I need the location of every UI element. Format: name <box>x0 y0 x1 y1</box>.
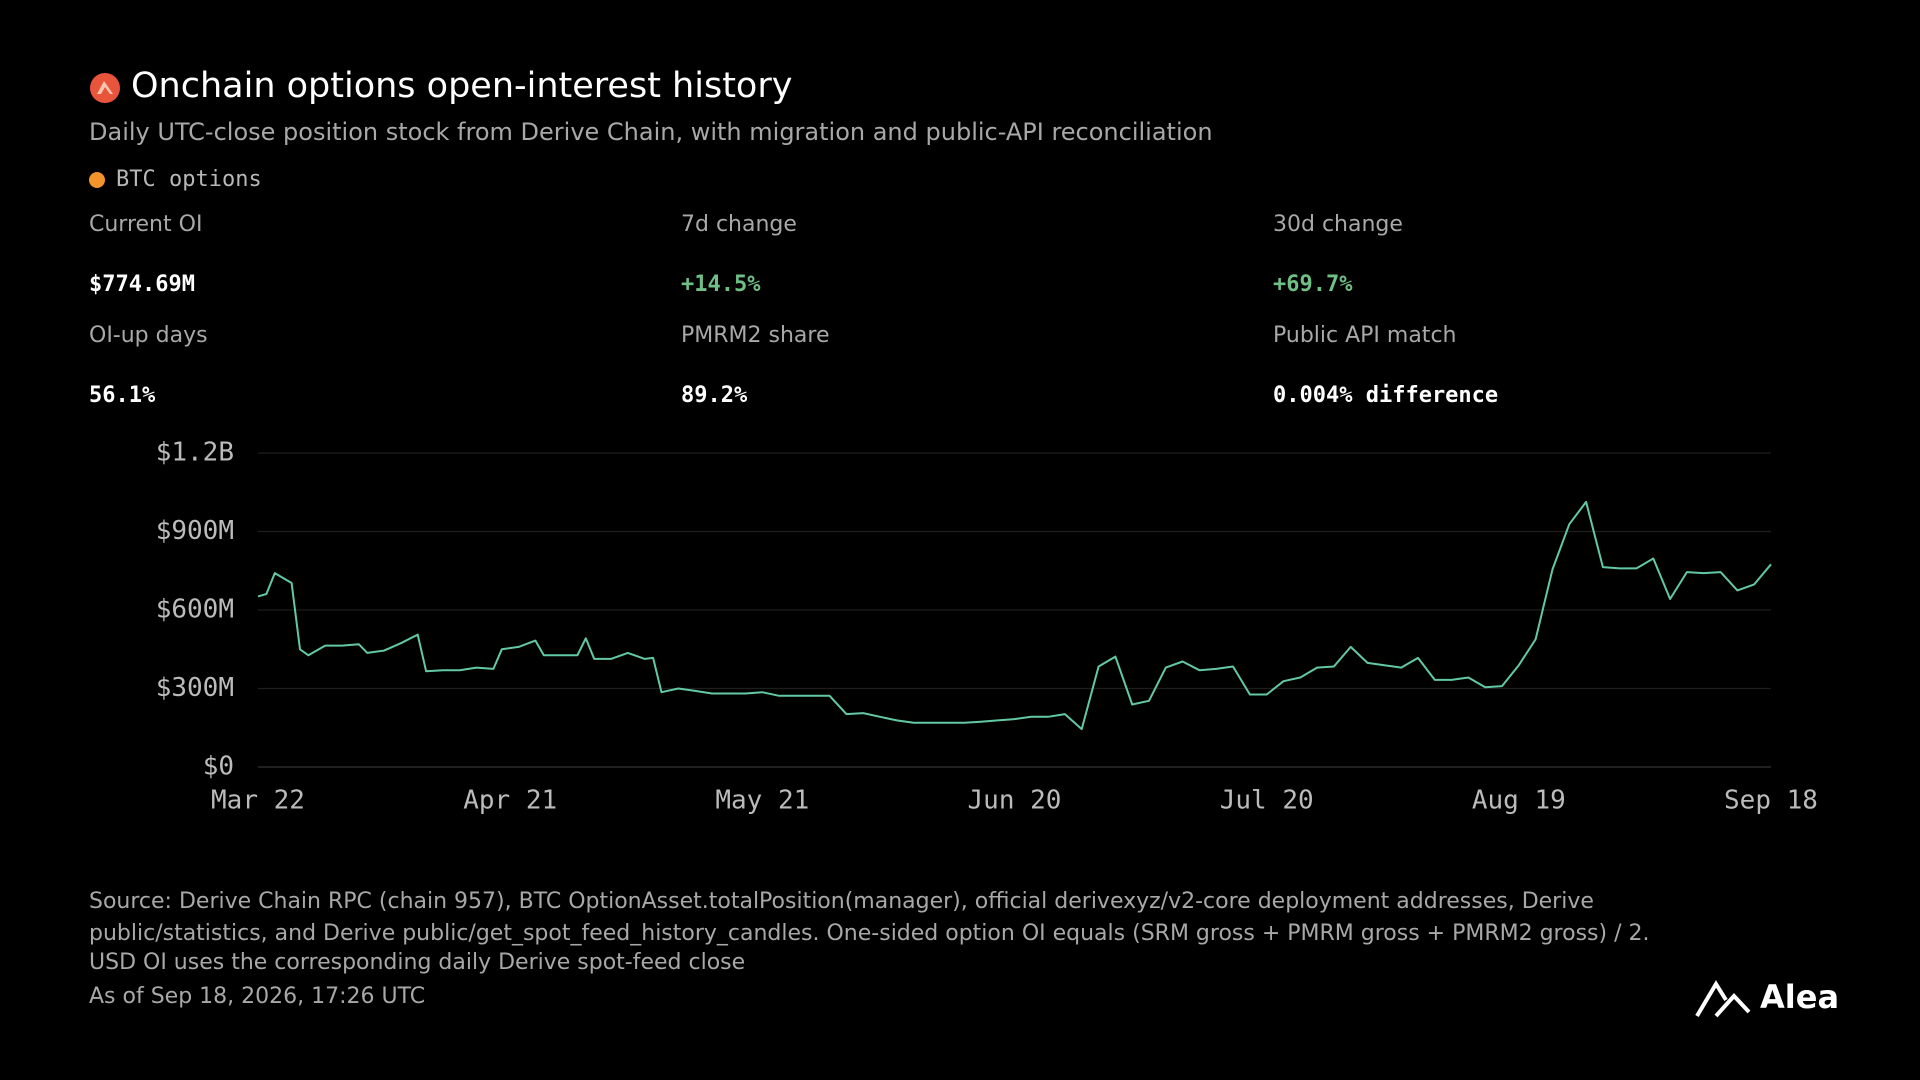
chart: $0 $300M $600M $900M $1.2B Mar 22 Apr 21 May 21… <box>156 438 1818 816</box>
as-of: As of Sep 18, 2026, 17:26 UTC <box>89 984 426 1009</box>
note: USD OI uses the corresponding daily Deri… <box>89 950 746 975</box>
x-tick-label: Aug 19 <box>1472 786 1566 816</box>
stat-label: PMRM2 share <box>681 323 830 348</box>
title: Onchain options open-interest history <box>131 66 793 106</box>
stat-value: 56.1% <box>89 383 156 408</box>
line <box>257 500 1772 731</box>
x-tick-label: Mar 22 <box>211 786 305 816</box>
x-tick-label: Apr 21 <box>463 786 557 816</box>
stat-value: 0.004% difference <box>1273 383 1499 408</box>
source: Source: Derive Chain RPC (chain 957), BT… <box>89 889 1650 946</box>
stat-label: Public API match <box>1273 323 1457 348</box>
x-tick-label: Jul 20 <box>1220 786 1314 816</box>
stat-label: 7d change <box>681 212 797 237</box>
stat-label: 30d change <box>1273 212 1403 237</box>
stat-value: +69.7% <box>1273 272 1353 297</box>
x-tick-label: Sep 18 <box>1724 786 1818 816</box>
brand-logo <box>1695 980 1751 1018</box>
y-tick-label: $0 <box>203 752 234 782</box>
stat-label: OI-up days <box>89 323 208 348</box>
y-tick-label: $900M <box>156 516 234 546</box>
stat-label: Current OI <box>89 212 203 237</box>
y-tick-label: $1.2B <box>156 438 234 468</box>
stat-value: +14.5% <box>681 272 761 297</box>
x-tick-label: Jun 20 <box>968 786 1062 816</box>
y-tick-label: $600M <box>156 595 234 625</box>
x-tick-label: May 21 <box>715 786 809 816</box>
brand: Alea <box>1760 978 1840 1016</box>
subtitle: Daily UTC-close position stock from Deri… <box>89 118 1213 146</box>
title-icon <box>90 73 120 103</box>
asset-icon <box>89 172 105 188</box>
asset-label: BTC options <box>116 167 262 192</box>
stat-value: $774.69M <box>89 272 195 297</box>
y-tick-label: $300M <box>156 673 234 703</box>
stat-value: 89.2% <box>681 383 748 408</box>
